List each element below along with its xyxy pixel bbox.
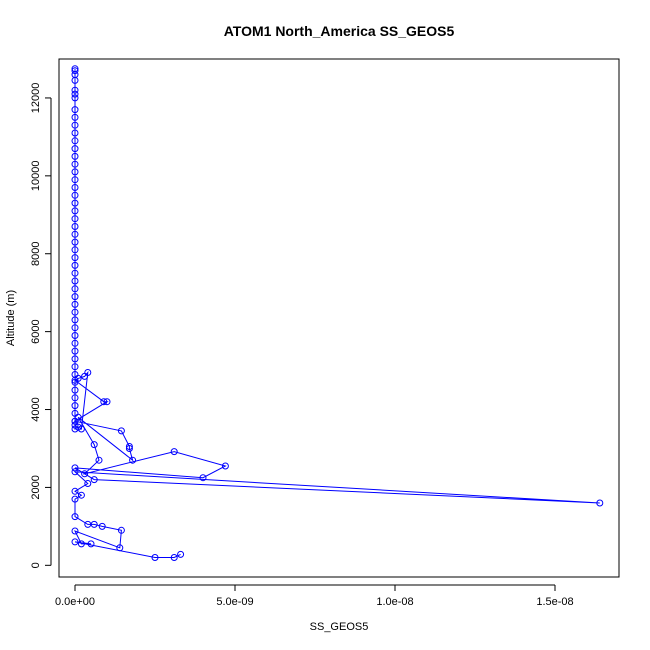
data-point	[71, 215, 79, 223]
data-point	[117, 526, 125, 534]
data-point	[117, 427, 125, 435]
data-point	[71, 468, 79, 476]
x-tick-label: 1.5e-08	[536, 596, 573, 608]
data-point	[71, 145, 79, 153]
data-point	[596, 499, 604, 507]
data-point	[71, 386, 79, 394]
data-point	[125, 445, 133, 452]
y-tick-label: 12000	[30, 83, 42, 114]
chart-title: ATOM1 North_America SS_GEOS5	[224, 23, 455, 39]
data-point	[77, 425, 85, 433]
data-point	[151, 554, 159, 561]
y-tick-label: 2000	[30, 475, 42, 499]
data-point	[71, 254, 79, 262]
series	[71, 65, 604, 561]
data-point	[71, 332, 79, 339]
data-point	[71, 285, 79, 293]
data-point	[71, 238, 79, 246]
data-point	[71, 513, 79, 521]
data-point	[71, 402, 79, 410]
data-point	[90, 441, 98, 449]
data-point	[71, 277, 79, 285]
data-point	[71, 527, 79, 535]
data-point	[71, 394, 79, 402]
data-point	[81, 372, 89, 380]
x-tick-label: 1.0e-08	[376, 596, 413, 608]
data-point	[90, 520, 98, 528]
data-point	[116, 544, 124, 552]
y-axis: 0 2000 4000 6000 8000 10000 12000	[30, 83, 52, 568]
data-point	[71, 168, 79, 176]
data-point	[71, 487, 79, 495]
x-axis: 0.0e+00 5.0e-09 1.0e-08 1.5e-08	[55, 584, 574, 608]
x-tick-label: 0.0e+00	[55, 596, 95, 608]
data-point	[71, 339, 79, 347]
y-tick-label: 4000	[30, 397, 42, 421]
data-point	[71, 129, 79, 137]
data-point	[71, 76, 79, 84]
data-point	[71, 269, 79, 277]
data-point	[71, 121, 79, 129]
data-point	[71, 90, 79, 98]
x-tick-label: 5.0e-09	[216, 596, 253, 608]
data-point	[170, 554, 178, 561]
data-point	[71, 199, 79, 207]
data-point	[71, 137, 79, 145]
data-point	[84, 480, 92, 487]
data-point	[71, 246, 79, 254]
data-point	[71, 363, 79, 371]
data-point	[71, 152, 79, 160]
data-point	[71, 160, 79, 168]
data-point	[199, 474, 207, 482]
data-point	[71, 308, 79, 316]
data-point	[71, 191, 79, 199]
data-point	[177, 550, 185, 558]
data-point	[71, 223, 79, 230]
data-point	[103, 398, 111, 406]
data-point	[71, 495, 79, 503]
data-point	[90, 476, 98, 484]
data-point	[71, 347, 79, 355]
y-tick-label: 8000	[30, 241, 42, 265]
data-point	[77, 491, 85, 499]
data-point	[221, 462, 229, 470]
data-point	[95, 456, 103, 464]
data-point	[87, 540, 95, 548]
data-point	[100, 398, 108, 406]
data-point	[71, 94, 79, 102]
data-point	[71, 293, 79, 301]
data-point	[71, 355, 79, 363]
data-point	[71, 316, 79, 324]
data-point	[71, 261, 79, 269]
data-point	[98, 522, 106, 530]
data-point	[71, 86, 79, 94]
data-point	[74, 413, 82, 421]
data-point	[71, 538, 79, 546]
y-tick-label: 6000	[30, 319, 42, 343]
y-tick-label: 10000	[30, 161, 42, 192]
data-point	[71, 176, 79, 184]
data-point	[71, 464, 79, 472]
data-point	[77, 540, 85, 548]
data-point	[71, 67, 79, 75]
data-point	[71, 324, 79, 332]
y-tick-label: 0	[30, 562, 42, 568]
y-axis-label: Altitude (m)	[5, 290, 17, 346]
data-point	[81, 470, 89, 478]
data-point	[71, 113, 79, 121]
data-point	[71, 230, 79, 238]
data-point	[71, 106, 79, 114]
plot-frame	[58, 58, 620, 578]
data-point	[170, 448, 178, 456]
data-point	[71, 207, 79, 215]
data-point	[71, 300, 79, 308]
data-point	[71, 376, 79, 384]
data-point	[125, 443, 133, 450]
series-line	[73, 68, 600, 558]
data-point	[71, 184, 79, 191]
data-point	[129, 456, 137, 464]
x-axis-label: SS_GEOS5	[310, 621, 369, 633]
